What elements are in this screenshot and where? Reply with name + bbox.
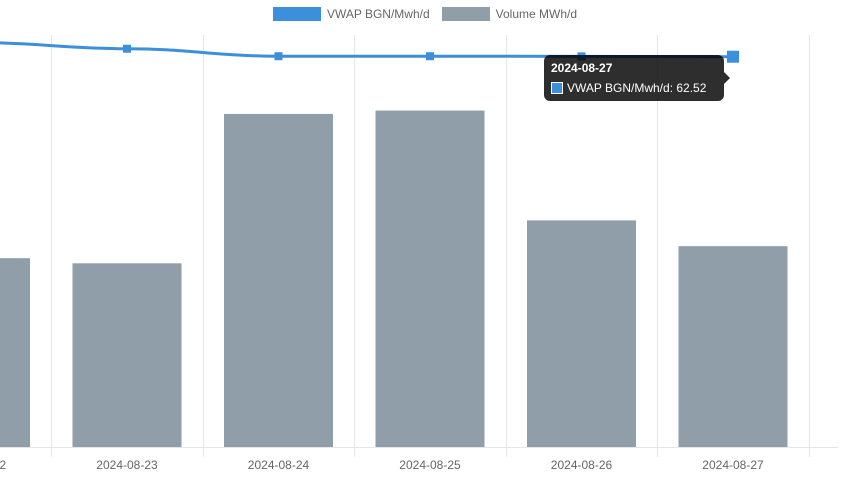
tooltip-title: 2024-08-27 xyxy=(551,61,613,75)
bar-volume xyxy=(527,220,636,447)
legend-item-vwap[interactable]: VWAP BGN/Mwh/d xyxy=(272,7,430,21)
bar-volume xyxy=(678,246,788,447)
x-tick-label: 2024-08-27 xyxy=(702,458,764,472)
x-tick-label: 2024-08-26 xyxy=(551,458,613,472)
point-vwap xyxy=(123,44,131,53)
x-tick-label: 2024-08-24 xyxy=(248,458,310,472)
bar-volume xyxy=(375,110,485,448)
legend-label-vwap: VWAP BGN/Mwh/d xyxy=(326,7,430,21)
point-vwap xyxy=(274,52,283,61)
point-vwap xyxy=(426,52,434,61)
bar-volume xyxy=(72,263,182,447)
bar-volume xyxy=(224,113,333,447)
legend-swatch-volume xyxy=(441,7,490,21)
tooltip-swatch xyxy=(551,82,563,94)
legend-swatch-vwap xyxy=(272,7,321,21)
tooltip-body: VWAP BGN/Mwh/d: 62.52 xyxy=(551,81,706,95)
grid-layer xyxy=(0,35,838,457)
legend-item-volume[interactable]: Volume MWh/d xyxy=(441,7,578,21)
tooltip-caret xyxy=(724,72,730,84)
point-vwap xyxy=(727,50,739,63)
tick-layer: 2024-08-22 2024-08-23 2024-08-24 2024-08-25… xyxy=(0,458,764,472)
x-tick-label: 2024-08-23 xyxy=(96,458,158,472)
legend-label-volume: Volume MWh/d xyxy=(495,7,578,21)
x-tick-label: 2024-08-22 xyxy=(0,458,7,472)
bar-volume xyxy=(0,258,30,447)
legend: VWAP BGN/Mwh/d Volume MWh/d xyxy=(0,7,850,21)
bar-layer xyxy=(0,110,788,448)
tooltip-label: VWAP BGN/Mwh/d: 62.52 xyxy=(567,81,707,95)
tooltip: 2024-08-27 VWAP BGN/Mwh/d: 62.52 xyxy=(544,55,730,101)
x-tick-label: 2024-08-25 xyxy=(399,458,461,472)
